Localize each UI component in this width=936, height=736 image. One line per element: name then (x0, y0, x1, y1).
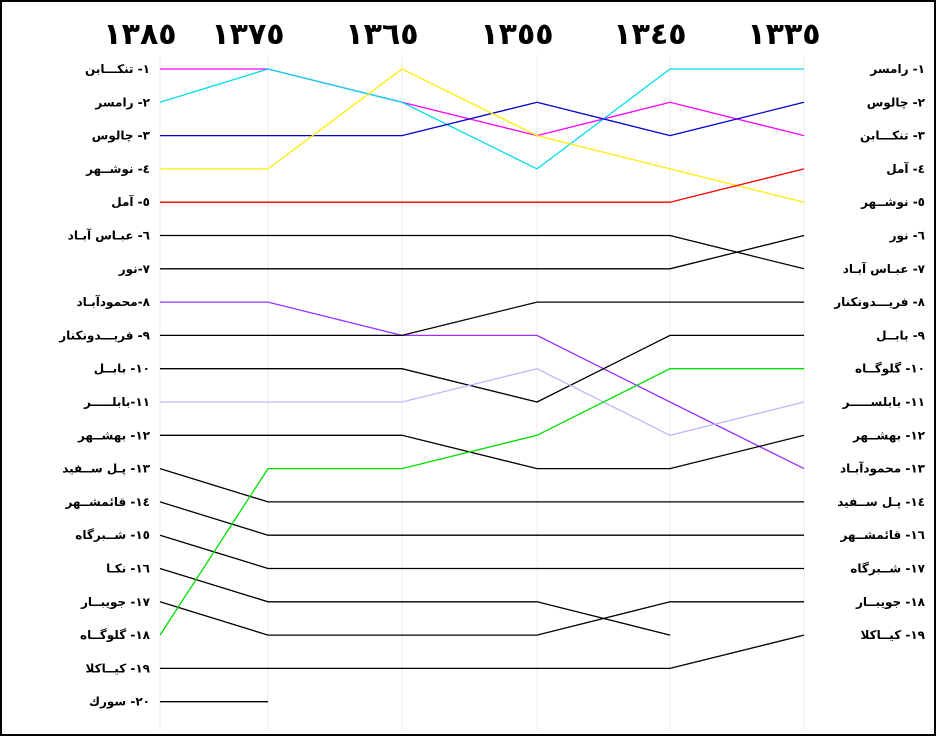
series-line-16 (159, 601, 804, 636)
left-rank-label-14: ١٤- قائمشــهر (64, 495, 150, 509)
year-label-4: ١٣٤٥ (613, 17, 686, 52)
series-line-14 (159, 534, 804, 570)
year-labels: ١٣٨٥ ١٣٧٥ ١٣٦٥ ١٣٥٥ ١٣٤٥ ١٣٣٥ (103, 17, 820, 52)
left-rank-label-16: ١٦- نكـا (106, 562, 150, 576)
right-rank-label-3: ٣- تنكـــابن (860, 129, 926, 143)
left-rank-label-4: ٤- نوشــهر (85, 162, 150, 177)
left-rank-label-10: ١٠- بابــل (94, 362, 150, 376)
year-label-3: ١٣٥٥ (480, 17, 553, 52)
left-rank-labels: ١- تنكـــابن ٢- رامسر ٣- چالوس ٤- نوشــهر ٥-… (58, 62, 150, 710)
left-rank-label-13: ١٣- پـل ســفيد (62, 462, 150, 476)
series-line-3 (160, 68, 805, 203)
right-rank-label-14: ١٤- پـل ســفيد (837, 495, 925, 509)
left-rank-label-12: ١٢- بهشــهر (77, 428, 151, 442)
left-rank-label-2: ٢- رامسر (94, 95, 150, 109)
left-rank-label-9: ٩- فريـــدونكنار (58, 328, 150, 343)
right-rank-label-8: ٨- فريـــدونكنار (833, 295, 925, 310)
year-label-2: ١٣٦٥ (345, 17, 418, 52)
series-line-1 (159, 68, 804, 170)
left-rank-label-19: ١٩- كيــاكلا (86, 661, 151, 675)
right-rank-label-17: ١٨- جويبــار (855, 595, 926, 610)
series-lines (159, 68, 805, 703)
left-rank-label-20: ٢٠- سورك (89, 695, 150, 710)
series-line-10 (160, 368, 805, 436)
left-rank-label-1: ١- تنكـــابن (85, 62, 150, 76)
series-line-15 (159, 567, 671, 636)
series-line-7 (160, 301, 805, 470)
left-rank-label-7: ٧-نور (118, 262, 151, 277)
right-rank-label-5: ٥- نوشــهر (860, 195, 925, 210)
right-rank-label-1: ١- رامسر (869, 62, 925, 76)
right-rank-label-13: ١٣- محمودآبـاد (840, 461, 926, 477)
series-line-2 (160, 101, 805, 137)
series-line-11 (160, 434, 805, 470)
right-rank-labels: ١- رامسر ٢- چالوس ٣- تنكـــابن ٤- آمل ٥- نوش… (833, 62, 925, 642)
series-line-0 (160, 68, 805, 137)
grid-layer (159, 55, 805, 730)
left-rank-label-18: ١٨- گلوگــاه (80, 628, 151, 643)
right-rank-label-12: ١٢- بهشــهر (852, 428, 926, 442)
left-rank-label-6: ٦- عبـاس آبـاد (68, 228, 150, 243)
series-line-4 (160, 168, 805, 203)
right-rank-label-9: ٩- بابــل (876, 328, 926, 342)
right-rank-label-2: ٢- چالوس (867, 95, 926, 110)
right-rank-label-15: ١٦- قائمشــهر (839, 528, 925, 542)
left-rank-label-17: ١٧- جويبــار (80, 595, 151, 610)
year-label-0: ١٣٨٥ (103, 17, 176, 52)
series-line-6 (160, 234, 805, 270)
series-line-8 (160, 301, 804, 337)
right-rank-label-11: ١١- بابلســـــر (842, 395, 925, 409)
right-rank-label-7: ٧- عبـاس آبـاد (843, 261, 926, 276)
right-rank-label-4: ٤- آمل (886, 161, 925, 176)
series-line-17 (159, 368, 804, 636)
series-line-18 (160, 634, 805, 670)
right-rank-label-6: ٦- نور (889, 229, 925, 244)
right-rank-label-10: ١٠- گلوگــاه (855, 362, 925, 377)
left-rank-label-5: ٥- آمل (111, 194, 150, 209)
year-label-5: ١٣٣٥ (747, 17, 820, 52)
left-rank-label-8: ٨-محمودآبـاد (77, 294, 151, 310)
right-rank-label-18: ١٩- كيــاكلا (861, 628, 926, 642)
series-line-5 (160, 234, 805, 270)
left-rank-label-11: ١١-بابلـــــر (83, 395, 150, 409)
right-rank-label-16: ١٧- شــبرگاه (850, 562, 925, 576)
left-rank-label-15: ١٥- شــبرگاه (75, 528, 150, 542)
left-rank-label-3: ٣- چالوس (92, 129, 151, 144)
year-label-1: ١٣٧٥ (211, 17, 284, 52)
series-line-13 (159, 501, 804, 536)
